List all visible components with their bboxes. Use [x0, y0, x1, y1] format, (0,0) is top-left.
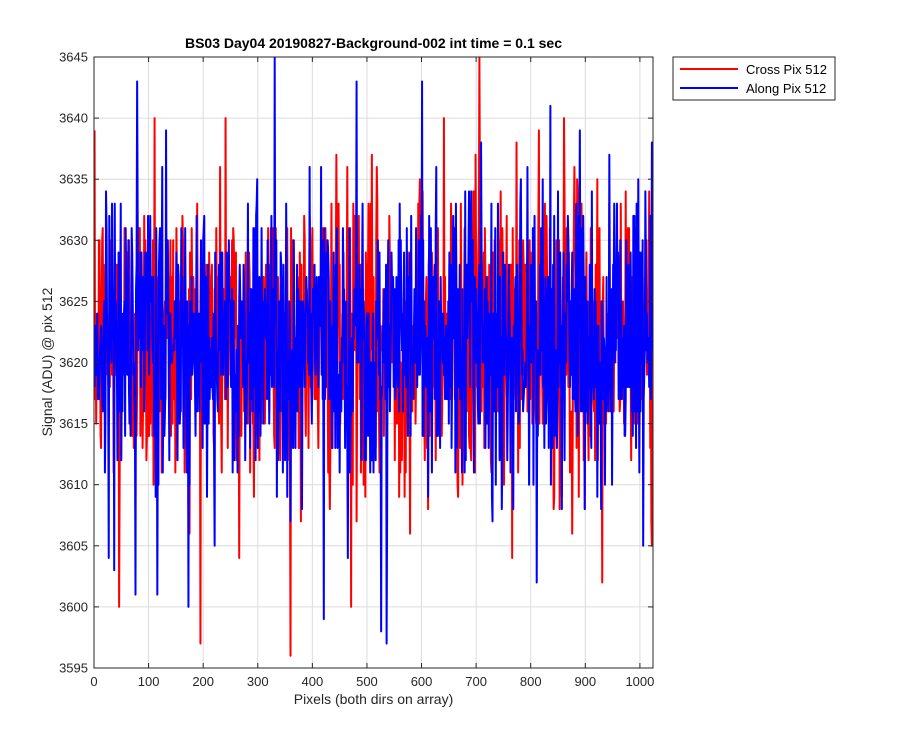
x-tick-label: 400	[302, 674, 324, 689]
legend: Cross Pix 512 Along Pix 512	[672, 56, 836, 101]
y-tick-label: 3620	[59, 355, 88, 370]
legend-box	[672, 56, 836, 101]
legend-label-cross: Cross Pix 512	[746, 62, 827, 77]
chart-title: BS03 Day04 20190827-Background-002 int t…	[185, 35, 562, 51]
x-tick-label: 200	[192, 674, 214, 689]
y-tick-label: 3600	[59, 599, 88, 614]
y-tick-label: 3610	[59, 477, 88, 492]
y-tick-label: 3645	[59, 50, 88, 65]
y-tick-label: 3640	[59, 111, 88, 126]
x-tick-label: 100	[138, 674, 160, 689]
legend-label-along: Along Pix 512	[746, 81, 826, 96]
x-tick-label: 500	[356, 674, 378, 689]
x-tick-label: 1000	[625, 674, 654, 689]
series-line-1	[94, 57, 653, 645]
x-tick-label: 700	[465, 674, 487, 689]
x-tick-label: 900	[574, 674, 596, 689]
x-tick-label: 800	[520, 674, 542, 689]
x-tick-label: 300	[247, 674, 269, 689]
x-tick-label: 600	[411, 674, 433, 689]
y-tick-label: 3625	[59, 294, 88, 309]
x-axis-label: Pixels (both dirs on array)	[294, 691, 454, 707]
y-tick-label: 3595	[59, 661, 88, 676]
series-group	[94, 57, 653, 657]
ticks	[93, 56, 653, 669]
y-tick-label: 3605	[59, 538, 88, 553]
x-tick-label: 0	[90, 674, 97, 689]
y-tick-label: 3630	[59, 233, 88, 248]
y-tick-label: 3615	[59, 416, 88, 431]
y-axis-label: Signal (ADU) @ pix 512	[39, 287, 55, 436]
tick-labels: 0 100 200 300 400 500 600 700 800 900 1000 3595 3600…	[59, 50, 654, 690]
y-tick-label: 3635	[59, 172, 88, 187]
